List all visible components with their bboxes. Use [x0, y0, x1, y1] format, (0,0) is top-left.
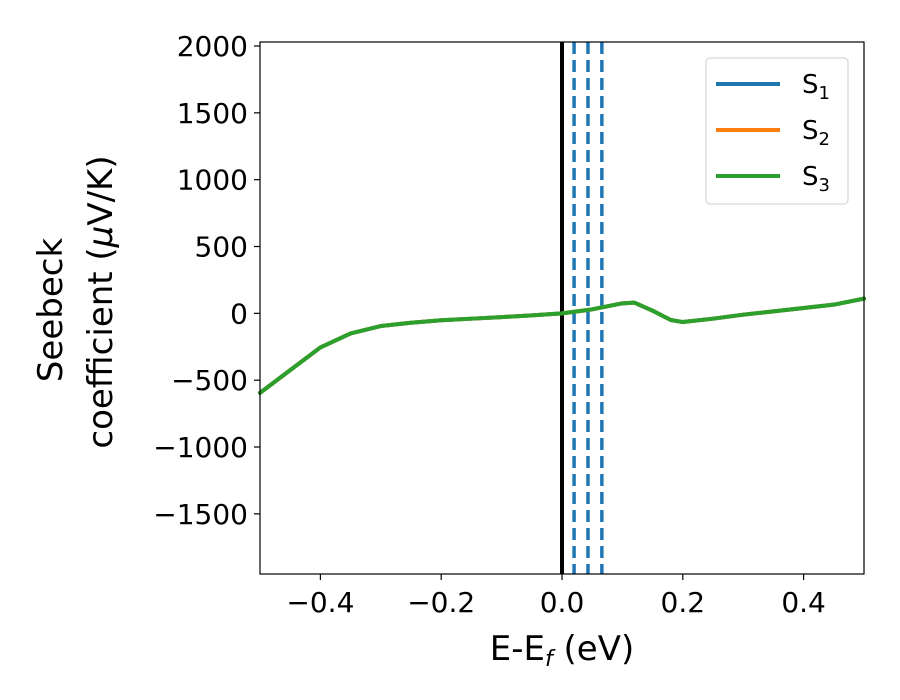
legend-label-S1: S1	[802, 70, 830, 104]
x-tick-label: 0.0	[540, 586, 585, 619]
series-line-S3	[258, 296, 866, 395]
y-axis-label-line2-tail: V/K)	[81, 155, 121, 225]
y-tick-label: −500	[171, 364, 248, 397]
y-tick-label: −1500	[153, 498, 248, 531]
y-axis-label-line2: coefficient (μV/K)	[81, 155, 121, 448]
legend-label-S2: S2	[802, 116, 830, 150]
x-axis-label-sub: f	[545, 647, 556, 672]
y-axis: 2000 1500 1000 500 0 −500 −1000 −1500	[153, 30, 260, 531]
x-axis-label-main: E-E	[490, 629, 545, 669]
x-axis: −0.4 −0.2 0.0 0.2 0.4	[286, 574, 826, 619]
y-axis-label-line2-head: coefficient (	[81, 247, 121, 448]
legend: S1 S2 S3	[705, 57, 849, 205]
plot-area	[258, 42, 866, 574]
y-axis-label-line1: Seebeck	[31, 238, 71, 383]
y-tick-label: −1000	[153, 431, 248, 464]
x-tick-label: −0.2	[407, 586, 475, 619]
y-tick-label: 0	[230, 297, 248, 330]
y-axis-label-mu: μ	[81, 226, 121, 249]
x-axis-label: E-Ef (eV)	[490, 629, 635, 672]
x-tick-label: 0.4	[781, 586, 826, 619]
x-tick-label: 0.2	[661, 586, 706, 619]
x-tick-label: −0.4	[286, 586, 354, 619]
y-axis-label: Seebeck coefficient (μV/K)	[31, 155, 121, 448]
legend-label-S3: S3	[802, 162, 830, 196]
x-axis-label-tail: (eV)	[553, 629, 635, 669]
y-tick-label: 500	[195, 231, 248, 264]
y-tick-label: 2000	[177, 30, 248, 63]
y-tick-label: 1500	[177, 97, 248, 130]
y-tick-label: 1000	[177, 164, 248, 197]
